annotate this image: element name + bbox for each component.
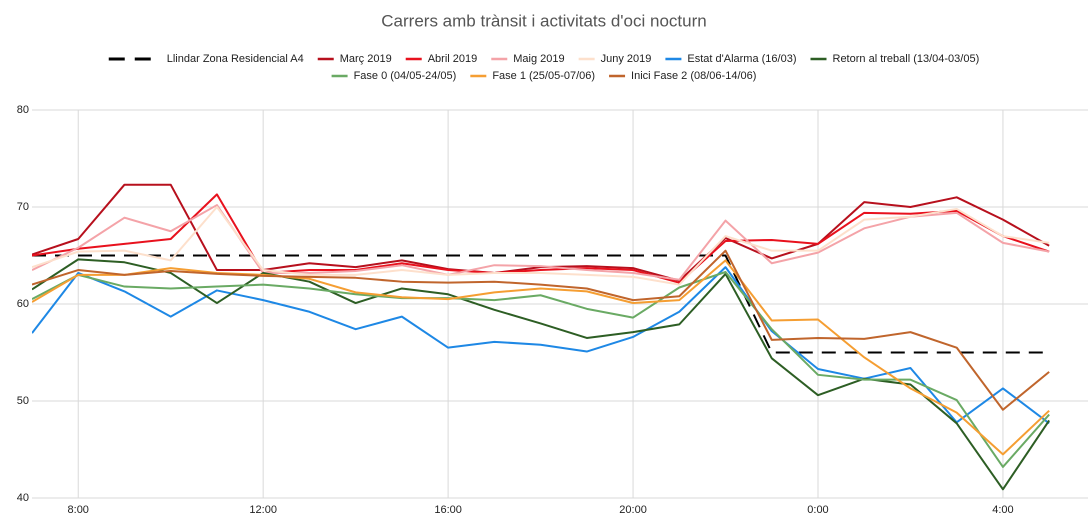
legend-item: Fase 0 (04/05-24/05) [331,70,457,82]
series-line [32,193,1050,284]
legend-label: Estat d'Alarma (16/03) [687,53,796,65]
series-line [32,206,1050,286]
legend-item: Maig 2019 [491,53,565,65]
y-tick-label: 80 [17,104,29,116]
y-tick-label: 60 [17,298,29,310]
y-tick-label: 40 [17,492,29,504]
y-tick-label: 50 [17,395,29,407]
series-line [32,249,1050,411]
legend-item: Fase 1 (25/05-07/06) [470,70,595,82]
legend-item: Març 2019 [317,53,392,65]
legend-label: Març 2019 [340,53,392,65]
legend-label: Inici Fase 2 (08/06-14/06) [631,70,756,82]
series-line [32,258,1050,491]
plot-lines [32,183,1050,491]
legend-item: Juny 2019 [578,53,652,65]
y-tick-label: 70 [17,201,29,213]
series-line [32,266,1050,425]
legend-label: Fase 0 (04/05-24/05) [354,70,457,82]
legend-item: Inici Fase 2 (08/06-14/06) [609,70,756,82]
legend-item: Retorn al treball (13/04-03/05) [810,53,980,65]
legend-item: Llindar Zona Residencial A4 [108,53,304,65]
grid: 40 50 60 70 80 8:00 12:00 16:00 20:00 0:00 4:00 [17,104,1088,516]
legend-label: Maig 2019 [513,53,564,65]
legend-item: Estat d'Alarma (16/03) [665,53,797,65]
x-tick-label: 4:00 [992,504,1013,516]
x-tick-label: 0:00 [807,504,828,516]
series-line [32,204,1050,281]
x-tick-label: 12:00 [249,504,277,516]
legend-label: Fase 1 (25/05-07/06) [492,70,595,82]
legend-label: Llindar Zona Residencial A4 [167,53,304,65]
series-line [32,270,1050,468]
x-tick-label: 8:00 [68,504,89,516]
series-line [32,259,1050,456]
legend-label: Juny 2019 [601,53,652,65]
legend: Llindar Zona Residencial A4 Març 2019 Abri… [108,53,980,82]
series-line [32,254,1050,354]
x-tick-label: 16:00 [434,504,462,516]
legend-item: Abril 2019 [405,53,478,65]
chart-title: Carrers amb trànsit i activitats d'oci n… [381,11,706,30]
legend-label: Retorn al treball (13/04-03/05) [833,53,980,65]
x-tick-label: 20:00 [619,504,647,516]
legend-label: Abril 2019 [428,53,478,65]
